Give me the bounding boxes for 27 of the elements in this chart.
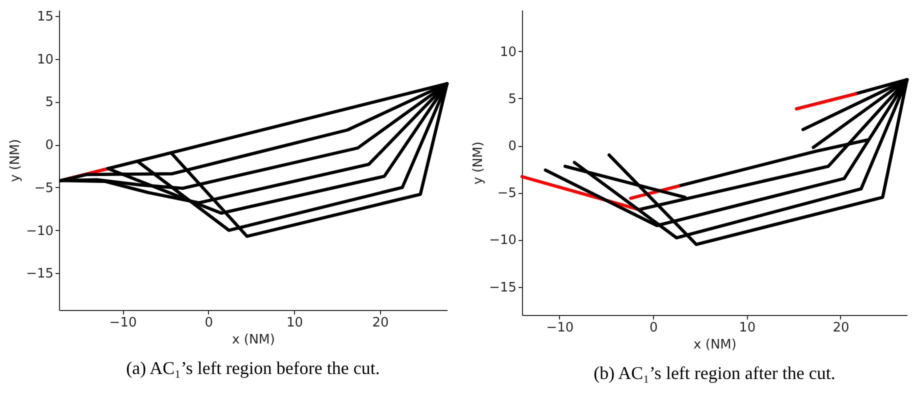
y-tick-label: −10 bbox=[489, 233, 516, 248]
y-tick-label: −10 bbox=[26, 224, 54, 239]
x-tick-label: 0 bbox=[204, 316, 214, 330]
y-axis-title: y (NM) bbox=[471, 142, 486, 184]
y-tick-label: 10 bbox=[36, 52, 54, 68]
y-axis-title: y (NM) bbox=[8, 139, 24, 182]
x-tick-label: −10 bbox=[546, 320, 574, 336]
y-tick-label: −15 bbox=[26, 266, 54, 282]
x-tick-label: 20 bbox=[832, 320, 850, 336]
y-tick-label: −15 bbox=[489, 280, 516, 296]
y-tick-label: 5 bbox=[45, 95, 54, 110]
x-tick-label: 20 bbox=[372, 316, 389, 330]
y-tick-label: −5 bbox=[497, 186, 516, 202]
x-tick-label: 0 bbox=[650, 320, 658, 336]
y-tick-label: 0 bbox=[45, 138, 54, 154]
text: (b) AC₁’s left region after the cut. bbox=[594, 363, 836, 383]
x-axis-title: x (NM) bbox=[232, 332, 275, 348]
y-tick-label: 5 bbox=[508, 92, 516, 107]
x-tick-label: 10 bbox=[739, 320, 756, 336]
x-tick-label: 10 bbox=[286, 316, 303, 330]
y-tick-label: −5 bbox=[34, 180, 54, 196]
y-tick-label: 10 bbox=[500, 44, 516, 60]
x-tick-label: −10 bbox=[109, 316, 137, 330]
y-tick-label: 0 bbox=[508, 139, 516, 154]
y-tick-label: 15 bbox=[36, 10, 54, 24]
text: (a) AC₁’s left region before the cut. bbox=[126, 358, 380, 378]
x-axis-title: x (NM) bbox=[694, 338, 736, 352]
